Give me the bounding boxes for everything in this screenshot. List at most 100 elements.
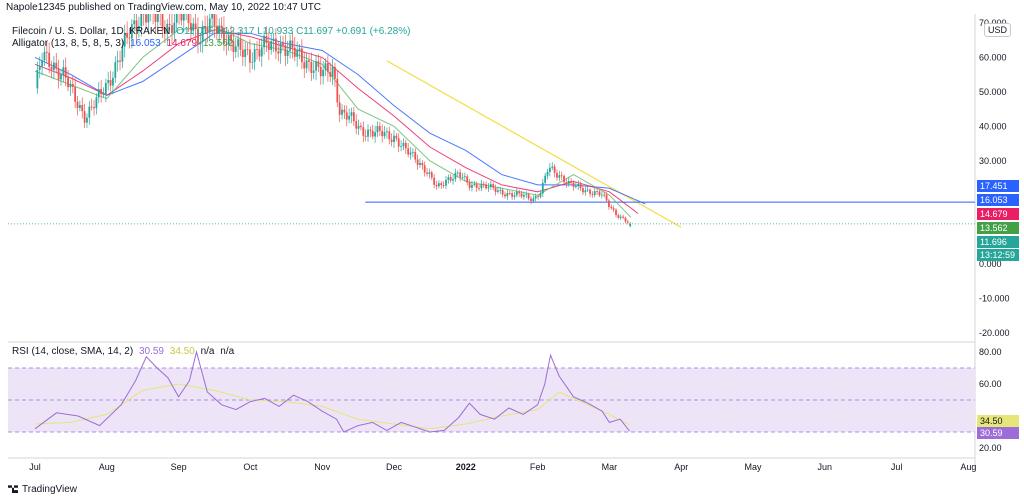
time-tick-label: 2022 <box>456 462 476 472</box>
candle-body <box>364 135 367 137</box>
candle-body <box>133 20 136 25</box>
time-tick-label: Nov <box>314 462 331 472</box>
candle-body <box>511 193 513 197</box>
candle-body <box>284 45 287 56</box>
candle-body <box>407 148 410 155</box>
candle-body <box>275 38 277 52</box>
candle-body <box>487 186 490 189</box>
candle-body <box>310 61 313 73</box>
candle-body <box>201 25 204 42</box>
candle-body <box>154 14 157 22</box>
candle-body <box>220 25 223 28</box>
candle-body <box>161 14 164 30</box>
candle-body <box>463 176 466 178</box>
candle-body <box>109 80 112 86</box>
candle-body <box>121 46 124 62</box>
footer: TradingView <box>8 484 77 495</box>
candle-body <box>482 183 485 185</box>
candle-body <box>140 14 143 27</box>
candle-body <box>277 51 280 54</box>
candle-body <box>610 206 613 209</box>
candle-body <box>291 40 294 48</box>
rsi-legend: RSI (14, close, SMA, 14, 2) 30.59 34.50 … <box>12 346 237 357</box>
candle-body <box>168 23 171 26</box>
price-tag-label: 14.679 <box>980 209 1008 219</box>
candle-body <box>362 127 365 136</box>
price-tag-label: 13:12:59 <box>980 250 1015 260</box>
price-tag <box>977 236 1019 248</box>
candle-body <box>270 41 273 50</box>
candle-body <box>102 94 105 95</box>
candle-body <box>461 177 464 178</box>
candle-body <box>208 18 211 32</box>
candle-body <box>123 32 126 47</box>
alligator-lips-line <box>34 25 632 218</box>
candle-body <box>473 183 476 185</box>
candle-body <box>145 14 147 23</box>
candle-body <box>57 68 60 80</box>
candle-body <box>468 182 471 188</box>
alligator-teeth-line <box>34 29 639 214</box>
candle-body <box>494 187 497 192</box>
tradingview-logo-icon <box>8 485 18 494</box>
candle-body <box>272 38 275 42</box>
candle-body <box>374 132 377 137</box>
time-tick-label: Dec <box>386 462 403 472</box>
candle-body <box>218 25 221 34</box>
candle-body <box>296 50 299 57</box>
candle-body <box>308 60 310 62</box>
time-tick-label: Feb <box>530 462 546 472</box>
ohlc-readout: O11.016 H12.317 L10.933 C11.697 +0.691 (… <box>176 26 411 37</box>
candle-body <box>400 146 402 148</box>
chart-canvas[interactable]: 70.000 60.000 50.000 40.000 30.000 0.000 -10.0… <box>0 14 1024 484</box>
candle-body <box>244 49 247 58</box>
rsi-tick-label: 80.00 <box>979 347 1002 357</box>
rsi-tick-label: 20.00 <box>979 443 1002 453</box>
candle-body <box>107 80 110 83</box>
price-tag <box>977 180 1019 192</box>
candle-body <box>582 188 584 193</box>
candle-body <box>324 63 327 70</box>
candle-body <box>499 189 502 191</box>
price-tick-label: 60.000 <box>979 52 1007 62</box>
rsi-tick-label: 60.00 <box>979 379 1002 389</box>
candle-body <box>251 61 254 63</box>
candle-body <box>227 34 230 45</box>
candle-body <box>584 190 587 193</box>
candle-body <box>523 195 525 197</box>
candle-body <box>390 139 393 142</box>
candle-body <box>454 172 457 180</box>
time-tick-label: Oct <box>243 462 258 472</box>
candle-body <box>60 74 62 80</box>
candle-body <box>404 142 407 149</box>
candle-body <box>563 176 565 183</box>
time-tick-label: Sep <box>171 462 187 472</box>
rsi-tag-label: 30.59 <box>980 428 1003 438</box>
candle-body <box>282 43 284 46</box>
candle-body <box>116 60 119 63</box>
currency-button[interactable]: USD <box>984 23 1012 37</box>
time-tick-label: Jul <box>29 462 41 472</box>
candle-body <box>506 193 509 197</box>
candle-body <box>622 216 624 218</box>
candle-body <box>534 196 537 199</box>
candle-body <box>537 196 539 197</box>
price-tag <box>977 194 1019 206</box>
candle-body <box>435 184 438 187</box>
candle-body <box>317 61 320 67</box>
candle-body <box>81 104 84 112</box>
candle-body <box>541 182 544 194</box>
candle-body <box>617 215 620 218</box>
price-tick-label: 50.000 <box>979 87 1007 97</box>
candle-body <box>619 216 622 218</box>
candle-body <box>551 166 554 168</box>
rsi-label: RSI (14, close, SMA, 14, 2) <box>12 346 134 357</box>
candle-body <box>433 177 436 185</box>
candle-body <box>513 195 516 197</box>
candle-body <box>88 106 91 118</box>
candle-body <box>338 102 341 115</box>
candle-body <box>381 130 384 137</box>
candle-body <box>104 82 107 95</box>
candle-body <box>305 60 308 69</box>
candle-body <box>343 109 346 113</box>
